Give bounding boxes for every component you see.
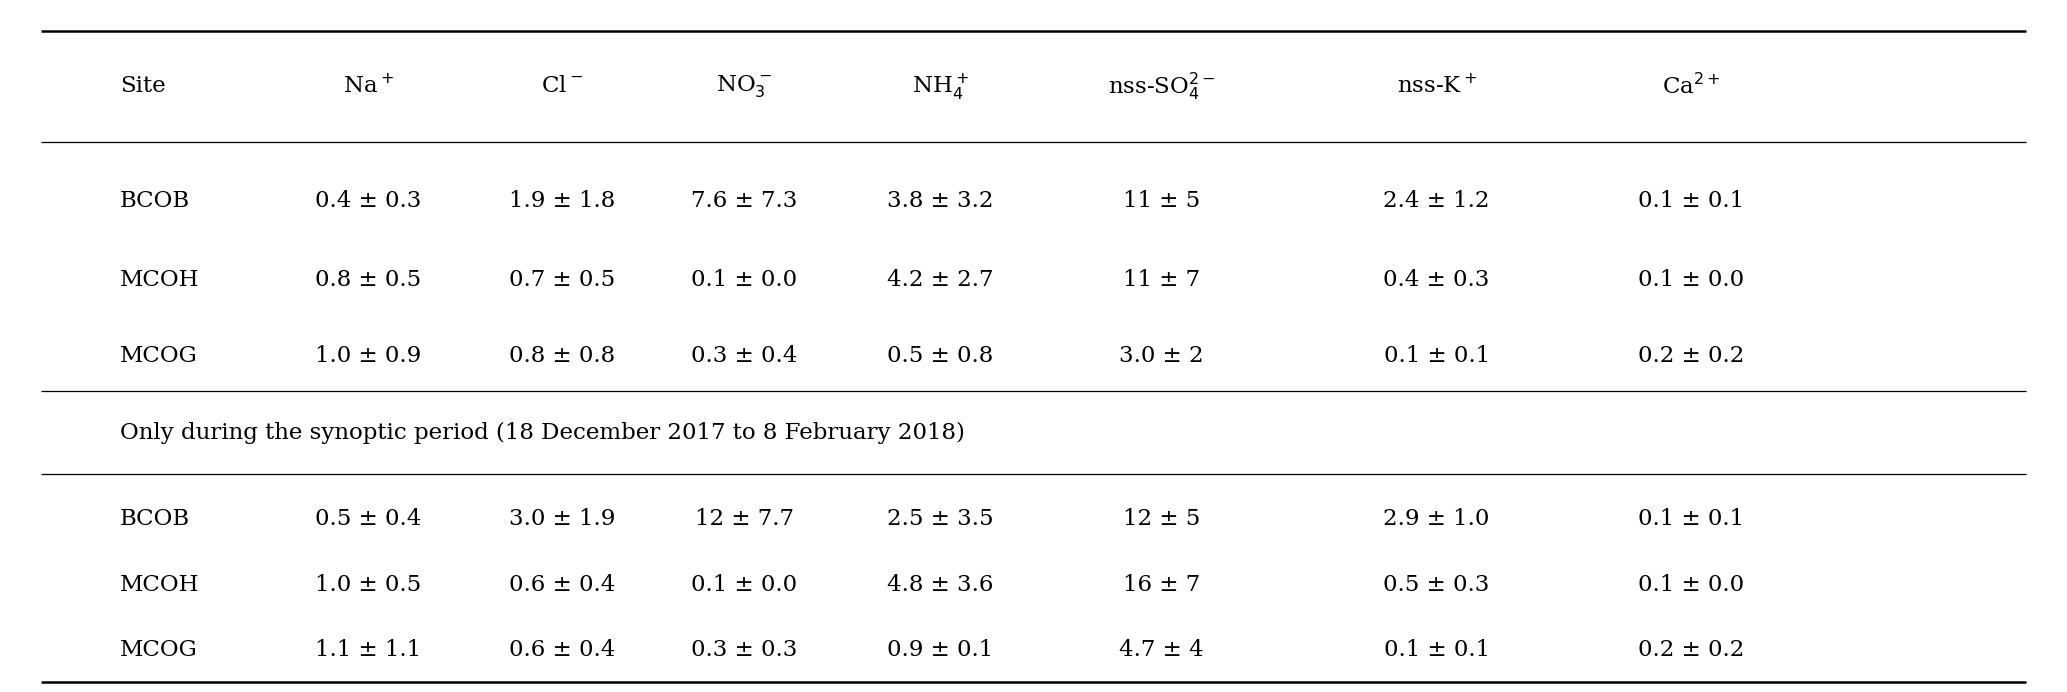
Text: 16 ± 7: 16 ± 7: [1122, 574, 1201, 596]
Text: 7.6 ± 7.3: 7.6 ± 7.3: [690, 190, 798, 212]
Text: 3.8 ± 3.2: 3.8 ± 3.2: [887, 190, 994, 212]
Text: 0.1 ± 0.0: 0.1 ± 0.0: [690, 269, 798, 291]
Text: 0.3 ± 0.3: 0.3 ± 0.3: [690, 639, 798, 662]
Text: 0.1 ± 0.0: 0.1 ± 0.0: [1637, 574, 1745, 596]
Text: 0.6 ± 0.4: 0.6 ± 0.4: [508, 574, 616, 596]
Text: BCOB: BCOB: [120, 190, 190, 212]
Text: 12 ± 5: 12 ± 5: [1122, 508, 1201, 530]
Text: 0.1 ± 0.1: 0.1 ± 0.1: [1383, 345, 1490, 367]
Text: 0.1 ± 0.1: 0.1 ± 0.1: [1637, 508, 1745, 530]
Text: 0.8 ± 0.5: 0.8 ± 0.5: [314, 269, 422, 291]
Text: 0.7 ± 0.5: 0.7 ± 0.5: [508, 269, 616, 291]
Text: MCOG: MCOG: [120, 639, 198, 662]
Text: 11 ± 5: 11 ± 5: [1122, 190, 1201, 212]
Text: MCOG: MCOG: [120, 345, 198, 367]
Text: Only during the synoptic period (18 December 2017 to 8 February 2018): Only during the synoptic period (18 Dece…: [120, 421, 965, 444]
Text: Na$^+$: Na$^+$: [343, 75, 393, 98]
Text: 4.7 ± 4: 4.7 ± 4: [1120, 639, 1203, 662]
Text: Site: Site: [120, 75, 165, 98]
Text: 0.5 ± 0.3: 0.5 ± 0.3: [1383, 574, 1490, 596]
Text: nss-SO$_4^{2-}$: nss-SO$_4^{2-}$: [1108, 71, 1215, 102]
Text: NO$_3^-$: NO$_3^-$: [715, 73, 773, 100]
Text: 1.0 ± 0.9: 1.0 ± 0.9: [314, 345, 422, 367]
Text: BCOB: BCOB: [120, 508, 190, 530]
Text: 4.8 ± 3.6: 4.8 ± 3.6: [887, 574, 994, 596]
Text: Ca$^{2+}$: Ca$^{2+}$: [1662, 74, 1720, 99]
Text: 1.1 ± 1.1: 1.1 ± 1.1: [314, 639, 422, 662]
Text: NH$_4^+$: NH$_4^+$: [912, 71, 969, 102]
Text: 4.2 ± 2.7: 4.2 ± 2.7: [887, 269, 994, 291]
Text: Cl$^-$: Cl$^-$: [542, 75, 583, 98]
Text: 2.4 ± 1.2: 2.4 ± 1.2: [1383, 190, 1490, 212]
Text: 0.3 ± 0.4: 0.3 ± 0.4: [690, 345, 798, 367]
Text: 11 ± 7: 11 ± 7: [1122, 269, 1201, 291]
Text: 0.2 ± 0.2: 0.2 ± 0.2: [1637, 639, 1745, 662]
Text: 0.6 ± 0.4: 0.6 ± 0.4: [508, 639, 616, 662]
Text: 3.0 ± 2: 3.0 ± 2: [1120, 345, 1203, 367]
Text: 0.1 ± 0.1: 0.1 ± 0.1: [1637, 190, 1745, 212]
Text: 12 ± 7.7: 12 ± 7.7: [695, 508, 794, 530]
Text: 0.5 ± 0.8: 0.5 ± 0.8: [887, 345, 994, 367]
Text: 0.4 ± 0.3: 0.4 ± 0.3: [314, 190, 422, 212]
Text: 0.4 ± 0.3: 0.4 ± 0.3: [1383, 269, 1490, 291]
Text: 1.0 ± 0.5: 1.0 ± 0.5: [314, 574, 422, 596]
Text: nss-K$^+$: nss-K$^+$: [1397, 75, 1476, 98]
Text: MCOH: MCOH: [120, 269, 198, 291]
Text: 0.2 ± 0.2: 0.2 ± 0.2: [1637, 345, 1745, 367]
Text: 1.9 ± 1.8: 1.9 ± 1.8: [508, 190, 616, 212]
Text: 0.9 ± 0.1: 0.9 ± 0.1: [887, 639, 994, 662]
Text: 0.1 ± 0.0: 0.1 ± 0.0: [1637, 269, 1745, 291]
Text: 2.5 ± 3.5: 2.5 ± 3.5: [887, 508, 994, 530]
Text: 0.8 ± 0.8: 0.8 ± 0.8: [508, 345, 616, 367]
Text: 0.1 ± 0.0: 0.1 ± 0.0: [690, 574, 798, 596]
Text: MCOH: MCOH: [120, 574, 198, 596]
Text: 0.1 ± 0.1: 0.1 ± 0.1: [1383, 639, 1490, 662]
Text: 3.0 ± 1.9: 3.0 ± 1.9: [508, 508, 616, 530]
Text: 2.9 ± 1.0: 2.9 ± 1.0: [1383, 508, 1490, 530]
Text: 0.5 ± 0.4: 0.5 ± 0.4: [314, 508, 422, 530]
